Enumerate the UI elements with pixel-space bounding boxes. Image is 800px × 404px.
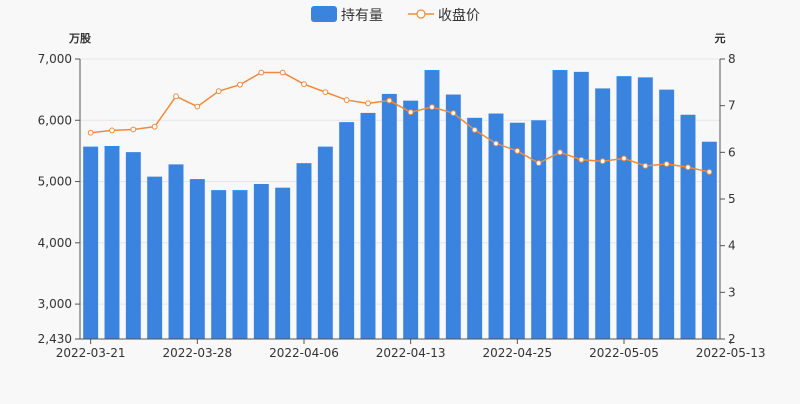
line-point[interactable] bbox=[301, 81, 307, 88]
line-point[interactable] bbox=[151, 123, 158, 130]
y-left-tick-label: 3,000 bbox=[38, 297, 72, 311]
line-point[interactable] bbox=[258, 69, 265, 76]
x-tick-label: 2022-04-13 bbox=[376, 346, 446, 360]
line-point[interactable] bbox=[279, 69, 286, 76]
y-right-tick-label: 4 bbox=[728, 239, 736, 253]
line-point[interactable] bbox=[493, 140, 499, 147]
line-point[interactable] bbox=[642, 162, 649, 169]
bar-持有量[interactable] bbox=[125, 152, 141, 339]
line-point[interactable] bbox=[685, 164, 691, 171]
line-point[interactable] bbox=[599, 158, 606, 165]
y-left-tick-label: 2,430 bbox=[38, 332, 72, 346]
line-point[interactable] bbox=[130, 126, 137, 133]
x-tick-label: 2022-03-21 bbox=[56, 346, 126, 360]
y-left-tick-label: 5,000 bbox=[38, 175, 72, 189]
line-point[interactable] bbox=[87, 129, 94, 136]
line-point[interactable] bbox=[578, 156, 585, 163]
x-tick-label: 2022-04-06 bbox=[269, 346, 339, 360]
bar-持有量[interactable] bbox=[680, 114, 696, 340]
bar-持有量[interactable] bbox=[701, 141, 717, 339]
bar-持有量[interactable] bbox=[509, 122, 525, 339]
bar-持有量[interactable] bbox=[467, 117, 483, 339]
line-point[interactable] bbox=[429, 104, 435, 110]
bar-持有量[interactable] bbox=[211, 190, 227, 339]
line-point[interactable] bbox=[663, 161, 670, 167]
bar-持有量[interactable] bbox=[616, 76, 632, 339]
y-left-unit: 万股 bbox=[68, 32, 92, 45]
bar-持有量[interactable] bbox=[253, 183, 269, 339]
bar-持有量[interactable] bbox=[83, 146, 99, 339]
x-tick-label: 2022-05-13 bbox=[696, 346, 766, 360]
bar-持有量[interactable] bbox=[147, 176, 163, 339]
y-left-tick-label: 6,000 bbox=[38, 113, 72, 127]
line-point[interactable] bbox=[237, 81, 243, 88]
line-point[interactable] bbox=[621, 155, 627, 162]
line-point[interactable] bbox=[194, 103, 201, 110]
bar-持有量[interactable] bbox=[637, 77, 653, 340]
y-right-tick-label: 7 bbox=[728, 99, 736, 113]
legend-swatch-bar[interactable] bbox=[311, 6, 337, 22]
bar-持有量[interactable] bbox=[488, 113, 504, 339]
bar-持有量[interactable] bbox=[424, 70, 440, 340]
bar-持有量[interactable] bbox=[531, 120, 547, 339]
bar-持有量[interactable] bbox=[296, 163, 312, 339]
bar-持有量[interactable] bbox=[275, 187, 291, 339]
y-right-tick-label: 5 bbox=[728, 192, 736, 206]
line-point[interactable] bbox=[386, 97, 393, 104]
line-point[interactable] bbox=[407, 109, 414, 116]
line-point[interactable] bbox=[109, 127, 115, 134]
line-point[interactable] bbox=[557, 149, 563, 156]
bar-持有量[interactable] bbox=[360, 112, 376, 340]
line-point[interactable] bbox=[365, 100, 371, 107]
y-left-tick-label: 7,000 bbox=[38, 52, 72, 66]
line-收盘价 bbox=[90, 71, 710, 173]
bar-持有量[interactable] bbox=[232, 190, 248, 339]
y-left-tick-label: 4,000 bbox=[38, 236, 72, 250]
line-point[interactable] bbox=[535, 160, 542, 166]
line-point[interactable] bbox=[173, 93, 179, 100]
bar-持有量[interactable] bbox=[189, 179, 205, 339]
bar-持有量[interactable] bbox=[403, 100, 419, 339]
bar-持有量[interactable] bbox=[573, 71, 589, 340]
y-right-tick-label: 3 bbox=[728, 285, 736, 299]
y-right-tick-label: 2 bbox=[728, 332, 736, 346]
bar-持有量[interactable] bbox=[381, 93, 397, 339]
line-point[interactable] bbox=[322, 89, 329, 96]
line-point[interactable] bbox=[471, 127, 478, 133]
bar-持有量[interactable] bbox=[445, 94, 461, 339]
y-right-tick-label: 8 bbox=[728, 52, 736, 66]
bar-持有量[interactable] bbox=[317, 146, 333, 339]
bar-持有量[interactable] bbox=[168, 164, 184, 339]
line-point[interactable] bbox=[706, 169, 713, 175]
bar-持有量[interactable] bbox=[595, 88, 611, 340]
x-tick-label: 2022-04-25 bbox=[482, 346, 552, 360]
line-point[interactable] bbox=[215, 88, 222, 95]
y-right-unit: 元 bbox=[715, 32, 726, 45]
legend-label-line: 收盘价 bbox=[438, 7, 480, 24]
bar-持有量[interactable] bbox=[552, 70, 568, 340]
line-point[interactable] bbox=[450, 110, 457, 117]
legend-swatch-line-marker bbox=[416, 9, 426, 19]
bar-持有量[interactable] bbox=[104, 146, 120, 339]
bar-持有量[interactable] bbox=[659, 89, 675, 339]
legend-label-bar: 持有量 bbox=[341, 8, 383, 24]
x-tick-label: 2022-05-05 bbox=[589, 346, 659, 360]
line-point[interactable] bbox=[343, 97, 350, 103]
bar-持有量[interactable] bbox=[339, 122, 355, 339]
line-point[interactable] bbox=[514, 148, 521, 154]
y-right-tick-label: 6 bbox=[728, 145, 736, 159]
x-tick-label: 2022-03-28 bbox=[162, 346, 232, 360]
